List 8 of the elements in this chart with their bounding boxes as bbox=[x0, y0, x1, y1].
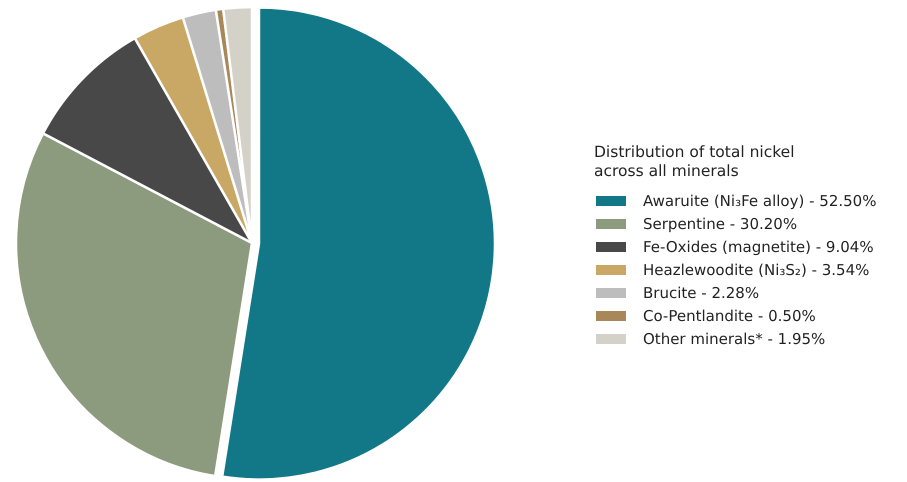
legend-label: Heazlewoodite (Ni₃S₂) - 3.54% bbox=[643, 261, 870, 279]
legend-label: Serpentine - 30.20% bbox=[643, 215, 798, 233]
legend-title: Distribution of total nickel across all minerals bbox=[594, 143, 795, 180]
legend-label: Fe-Oxides (magnetite) - 9.04% bbox=[643, 238, 874, 256]
legend-label: Other minerals* - 1.95% bbox=[643, 330, 826, 348]
legend-label: Brucite - 2.28% bbox=[643, 284, 760, 302]
legend-label: Co-Pentlandite - 0.50% bbox=[643, 307, 816, 325]
legend-label: Awaruite (Ni₃Fe alloy) - 52.50% bbox=[643, 192, 876, 210]
